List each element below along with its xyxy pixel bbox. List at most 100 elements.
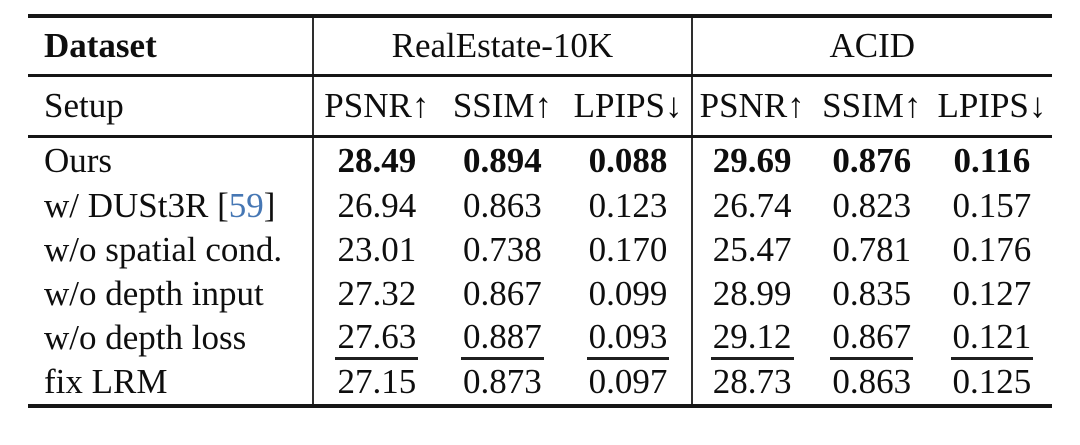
table-row: Ours 28.49 0.894 0.088 29.69 0.876 0.116 xyxy=(28,136,1052,184)
dataset-header-label: Dataset xyxy=(28,18,314,77)
metric-value-text: 0.157 xyxy=(952,186,1032,225)
metric-value: 0.873 xyxy=(439,360,565,404)
metric-value: 0.097 xyxy=(565,360,691,404)
dataset-header-row: Dataset RealEstate-10K ACID xyxy=(28,18,1052,77)
metric-value: 0.093 xyxy=(565,316,691,360)
metric-value-text: 0.093 xyxy=(586,319,670,360)
metric-value-text: 0.170 xyxy=(588,230,668,269)
metric-value: 29.69 xyxy=(690,136,812,184)
metric-value: 0.876 xyxy=(812,136,932,184)
metric-value-text: 0.121 xyxy=(950,319,1034,360)
metric-value: 23.01 xyxy=(312,228,440,272)
metric-value-text: 0.123 xyxy=(588,186,668,225)
citation-link[interactable]: 59 xyxy=(228,186,264,225)
metric-value-text: 0.088 xyxy=(588,140,668,180)
metric-value-text: 0.873 xyxy=(463,362,542,401)
metric-value: 0.123 xyxy=(565,184,691,228)
paper-table-figure: Dataset RealEstate-10K ACID Setup PSNR↑ … xyxy=(0,14,1080,445)
metric-header-lpips-realestate: LPIPS↓ xyxy=(565,75,692,138)
row-label: w/o depth loss xyxy=(28,316,313,360)
metric-value-text: 0.835 xyxy=(832,274,912,313)
metric-header-ssim-realestate: SSIM↑ xyxy=(439,75,566,138)
group-header-realestate-10k: RealEstate-10K xyxy=(312,18,692,77)
row-label: w/ DUSt3R [59] xyxy=(28,184,313,228)
metric-value: 0.863 xyxy=(439,184,565,228)
metric-value-text: 0.127 xyxy=(952,274,1032,313)
metric-value-text: 0.176 xyxy=(952,230,1032,269)
metric-value-text: 0.099 xyxy=(588,274,668,313)
metric-value: 0.867 xyxy=(812,316,932,360)
metric-value: 27.15 xyxy=(312,360,440,404)
metric-value-text: 0.894 xyxy=(463,140,542,180)
metric-value-text: 27.15 xyxy=(337,362,417,401)
table-row: w/o depth loss 27.63 0.887 0.093 29.12 0.867 0… xyxy=(28,316,1052,360)
table-row: fix LRM 27.15 0.873 0.097 28.73 0.863 0.125 xyxy=(28,360,1052,404)
metric-value-text: 0.867 xyxy=(463,274,542,313)
metric-value: 0.176 xyxy=(932,228,1052,272)
metric-value: 28.99 xyxy=(690,272,812,316)
metric-value: 0.781 xyxy=(812,228,932,272)
metric-value-text: 0.097 xyxy=(588,362,668,401)
metric-value-text: 0.863 xyxy=(463,186,542,225)
metric-value-text: 0.738 xyxy=(463,230,542,269)
metric-value: 28.49 xyxy=(312,136,440,184)
metric-value: 0.099 xyxy=(565,272,691,316)
metric-value-text: 0.781 xyxy=(832,230,912,269)
metric-value: 29.12 xyxy=(690,316,812,360)
metric-value-text: 26.94 xyxy=(337,186,417,225)
table-row: w/o depth input 27.32 0.867 0.099 28.99 0.835… xyxy=(28,272,1052,316)
table-row: w/o spatial cond. 23.01 0.738 0.170 25.47 0.7… xyxy=(28,228,1052,272)
metric-value-text: 28.73 xyxy=(712,362,792,401)
metric-value-text: 29.69 xyxy=(712,140,792,180)
metric-header-ssim-acid: SSIM↑ xyxy=(811,75,932,138)
metric-value: 0.835 xyxy=(812,272,932,316)
metric-value-text: 28.99 xyxy=(712,274,792,313)
metric-value-text: 0.823 xyxy=(832,186,912,225)
metric-value-text: 25.47 xyxy=(712,230,792,269)
metric-value-text: 0.867 xyxy=(830,319,914,360)
row-label-text: w/o depth input xyxy=(44,274,264,313)
row-label-text: w/ DUSt3R [ xyxy=(44,186,229,225)
metric-value: 0.121 xyxy=(932,316,1052,360)
metric-value-text: 0.125 xyxy=(952,362,1032,401)
row-label: w/o depth input xyxy=(28,272,313,316)
metric-value: 0.116 xyxy=(932,136,1052,184)
metric-value: 28.73 xyxy=(690,360,812,404)
metric-value: 26.74 xyxy=(690,184,812,228)
metric-value-text: 0.863 xyxy=(832,362,912,401)
row-label: w/o spatial cond. xyxy=(28,228,313,272)
metric-value: 0.738 xyxy=(439,228,565,272)
metric-value: 0.823 xyxy=(812,184,932,228)
row-label-text: w/o spatial cond. xyxy=(44,230,283,269)
metric-value: 0.088 xyxy=(565,136,691,184)
row-label-text: ] xyxy=(263,186,276,225)
metric-value-text: 27.32 xyxy=(337,274,417,313)
table-row: w/ DUSt3R [59] 26.94 0.863 0.123 26.74 0.823 0… xyxy=(28,184,1052,228)
row-label-text: w/o depth loss xyxy=(44,318,247,357)
metric-value: 0.157 xyxy=(932,184,1052,228)
row-label-text: fix LRM xyxy=(44,362,168,401)
metrics-header-row: Setup PSNR↑ SSIM↑ LPIPS↓ PSNR↑ SSIM↑ LPI… xyxy=(28,75,1052,138)
metric-value: 27.63 xyxy=(312,316,440,360)
group-header-acid: ACID xyxy=(690,18,1052,77)
metric-value: 0.887 xyxy=(439,316,565,360)
metric-value-text: 27.63 xyxy=(335,319,419,360)
results-table: Dataset RealEstate-10K ACID Setup PSNR↑ … xyxy=(28,18,1052,404)
metric-value: 26.94 xyxy=(312,184,440,228)
metric-value-text: 0.116 xyxy=(953,140,1031,180)
metric-value-text: 29.12 xyxy=(710,319,794,360)
metric-header-psnr-acid: PSNR↑ xyxy=(690,75,812,138)
metric-value: 25.47 xyxy=(690,228,812,272)
metric-value: 0.867 xyxy=(439,272,565,316)
ablation-results-table: Dataset RealEstate-10K ACID Setup PSNR↑ … xyxy=(28,14,1052,408)
metric-value: 27.32 xyxy=(312,272,440,316)
metric-value-text: 0.876 xyxy=(832,140,912,180)
metric-header-lpips-acid: LPIPS↓ xyxy=(931,75,1052,138)
metric-header-psnr-realestate: PSNR↑ xyxy=(312,75,440,138)
metric-value-text: 26.74 xyxy=(712,186,792,225)
row-label: fix LRM xyxy=(28,360,313,404)
metric-value: 0.894 xyxy=(439,136,565,184)
metric-value-text: 28.49 xyxy=(337,140,417,180)
row-label: Ours xyxy=(28,136,313,184)
metric-value: 0.127 xyxy=(932,272,1052,316)
